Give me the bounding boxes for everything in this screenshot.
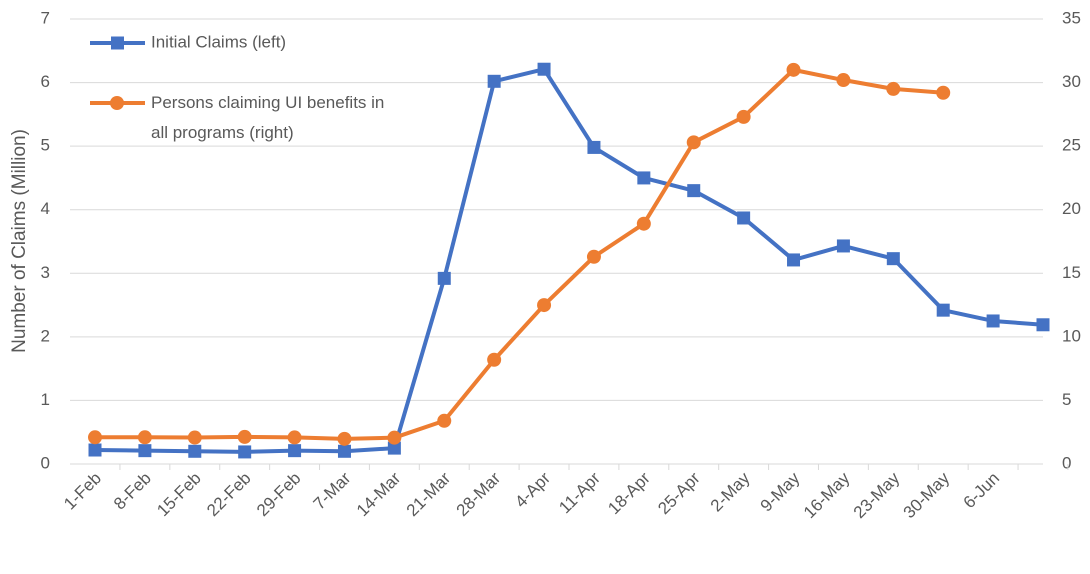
x-tick-label: 22-Feb xyxy=(203,469,255,521)
marker xyxy=(88,430,102,445)
marker xyxy=(138,444,152,458)
y2-tick-label: 25 xyxy=(1062,136,1081,155)
y2-tick-label: 35 xyxy=(1062,8,1081,27)
y-axis-title: Number of Claims (Million) xyxy=(9,129,30,353)
x-tick-label: 30-May xyxy=(900,468,954,522)
marker xyxy=(687,184,701,198)
marker xyxy=(836,239,850,253)
x-tick-label: 6-Jun xyxy=(960,469,1004,513)
x-tick-label: 8-Feb xyxy=(110,469,155,514)
marker xyxy=(337,444,351,458)
marker xyxy=(736,109,751,124)
marker xyxy=(487,74,501,88)
x-tick-label: 18-Apr xyxy=(604,468,654,518)
y-tick-label: 3 xyxy=(41,263,50,282)
marker xyxy=(836,73,851,88)
series-line xyxy=(94,67,1044,454)
marker xyxy=(686,135,701,150)
x-tick-label: 16-May xyxy=(800,468,854,522)
series-line xyxy=(95,67,944,441)
y-tick-label: 4 xyxy=(41,199,50,218)
marker xyxy=(786,62,801,77)
y-tick-label: 5 xyxy=(41,136,50,155)
marker xyxy=(237,429,252,444)
marker xyxy=(137,430,152,445)
legend-marker xyxy=(110,96,124,110)
marker xyxy=(787,253,801,267)
marker xyxy=(537,62,551,76)
marker xyxy=(886,81,901,96)
marker xyxy=(636,216,651,231)
legend-marker xyxy=(111,36,124,50)
y-tick-label: 2 xyxy=(41,326,50,345)
marker xyxy=(487,352,502,367)
y2-tick-label: 5 xyxy=(1062,390,1071,409)
marker xyxy=(537,298,552,313)
x-tick-label: 15-Feb xyxy=(153,469,205,521)
marker xyxy=(437,413,452,428)
x-tick-label: 21-Mar xyxy=(403,468,455,520)
y2-tick-label: 20 xyxy=(1062,199,1081,218)
marker xyxy=(88,443,102,457)
marker xyxy=(437,271,451,285)
marker xyxy=(387,441,401,455)
x-tick-label: 23-May xyxy=(850,468,904,522)
y-tick-label: 1 xyxy=(41,390,50,409)
marker xyxy=(387,430,402,445)
marker xyxy=(737,211,751,225)
x-tick-label: 1-Feb xyxy=(60,469,105,514)
legend-label: Initial Claims (left) xyxy=(151,32,286,51)
x-tick-label: 25-Apr xyxy=(654,468,704,518)
marker xyxy=(637,171,651,185)
x-tick-label: 14-Mar xyxy=(353,468,405,520)
marker xyxy=(587,140,601,154)
marker xyxy=(586,249,601,264)
x-tick-label: 28-Mar xyxy=(453,468,505,520)
x-tick-label: 11-Apr xyxy=(555,468,604,517)
x-tick-label: 9-May xyxy=(757,468,804,515)
marker xyxy=(1036,318,1050,332)
legend-label: Persons claiming UI benefits in all progr… xyxy=(151,93,384,142)
marker xyxy=(287,430,302,445)
marker xyxy=(238,445,252,459)
marker xyxy=(187,430,202,445)
y2-tick-label: 30 xyxy=(1062,72,1081,91)
x-tick-label: 4-Apr xyxy=(511,468,554,511)
y2-tick-label: 15 xyxy=(1062,263,1081,282)
x-tick-label: 7-Mar xyxy=(310,468,355,513)
x-tick-label: 2-May xyxy=(707,468,754,515)
y2-tick-label: 0 xyxy=(1062,453,1071,472)
y2-tick-label: 10 xyxy=(1062,326,1081,345)
marker xyxy=(936,303,950,317)
y-tick-label: 7 xyxy=(41,8,50,27)
marker xyxy=(188,444,202,458)
y-tick-label: 0 xyxy=(41,453,50,472)
x-tick-label: 29-Feb xyxy=(253,469,305,521)
marker xyxy=(936,85,951,100)
marker xyxy=(886,252,900,266)
y-tick-label: 6 xyxy=(41,72,50,91)
marker xyxy=(337,431,352,446)
marker xyxy=(288,444,302,458)
marker xyxy=(986,314,1000,328)
